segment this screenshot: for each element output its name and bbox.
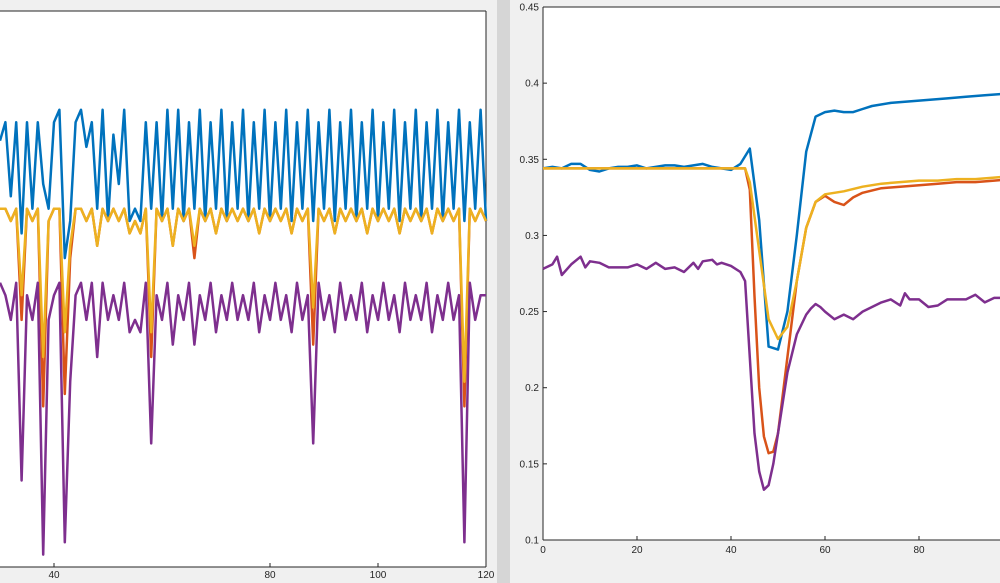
left-x-tick-label: 100 [370,570,387,581]
right-plot-area [543,7,1000,540]
right-series-group [542,92,1000,491]
right-y-tick-label: 0.35 [520,155,540,166]
left-x-tick-label: 40 [48,570,60,581]
right-x-tick-label: 20 [631,545,643,556]
left-x-tick-label: 80 [264,570,276,581]
left-series-line-4 [0,281,486,556]
right-y-tick-label: 0.1 [525,536,539,547]
left-plot-area [0,11,486,567]
right-series-line-3 [543,167,1000,341]
left-x-tick-label: 120 [478,570,495,581]
right-y-tick-label: 0.2 [525,383,539,394]
left-series-line-1 [0,108,488,260]
right-x-tick-label: 40 [725,545,737,556]
left-x-ticks: 40 80 100 120 [48,563,495,581]
left-series-line-3 [0,207,488,383]
right-y-tick-label: 0.4 [525,79,539,90]
right-y-tick-label: 0.3 [525,231,539,242]
window-divider[interactable] [497,0,510,583]
right-y-tick-label: 0.15 [520,459,540,470]
right-x-tick-label: 0 [540,545,546,556]
right-y-tick-label: 0.45 [520,3,540,14]
right-ticks: 0 20 40 60 80 0.1 0.15 0.2 0.25 0.3 0.35 0.4 0.45 [520,3,925,557]
left-series-group [0,108,488,556]
right-series-line-4 [542,255,1000,491]
right-x-tick-label: 80 [913,545,925,556]
right-y-tick-label: 0.25 [520,307,540,318]
right-x-tick-label: 60 [819,545,831,556]
